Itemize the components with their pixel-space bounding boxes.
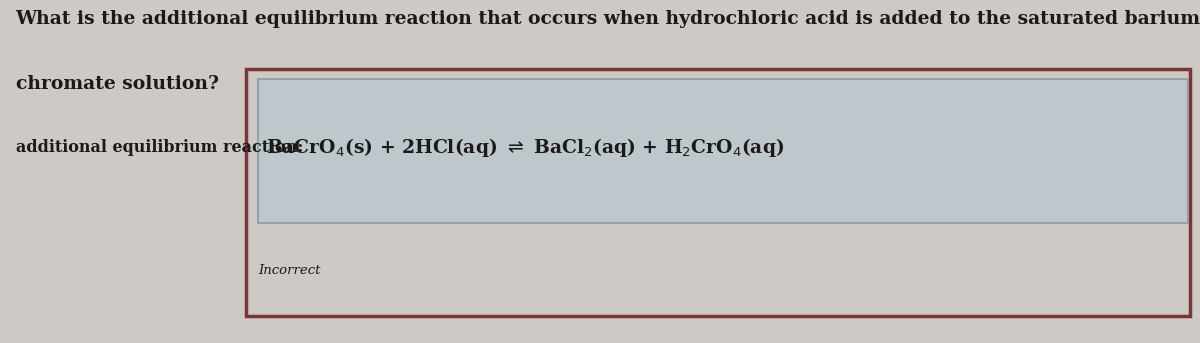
- Text: chromate solution?: chromate solution?: [16, 75, 218, 93]
- FancyBboxPatch shape: [258, 79, 1188, 223]
- Text: Incorrect: Incorrect: [258, 264, 320, 277]
- Text: What is the additional equilibrium reaction that occurs when hydrochloric acid i: What is the additional equilibrium react…: [16, 10, 1200, 28]
- Text: additional equilibrium reaction:: additional equilibrium reaction:: [16, 139, 302, 156]
- FancyBboxPatch shape: [246, 69, 1190, 316]
- Text: BaCrO$_4$(s) + 2HCl(aq) $\rightleftharpoons$ BaCl$_2$(aq) + H$_2$CrO$_4$(aq): BaCrO$_4$(s) + 2HCl(aq) $\rightleftharpo…: [266, 136, 785, 159]
